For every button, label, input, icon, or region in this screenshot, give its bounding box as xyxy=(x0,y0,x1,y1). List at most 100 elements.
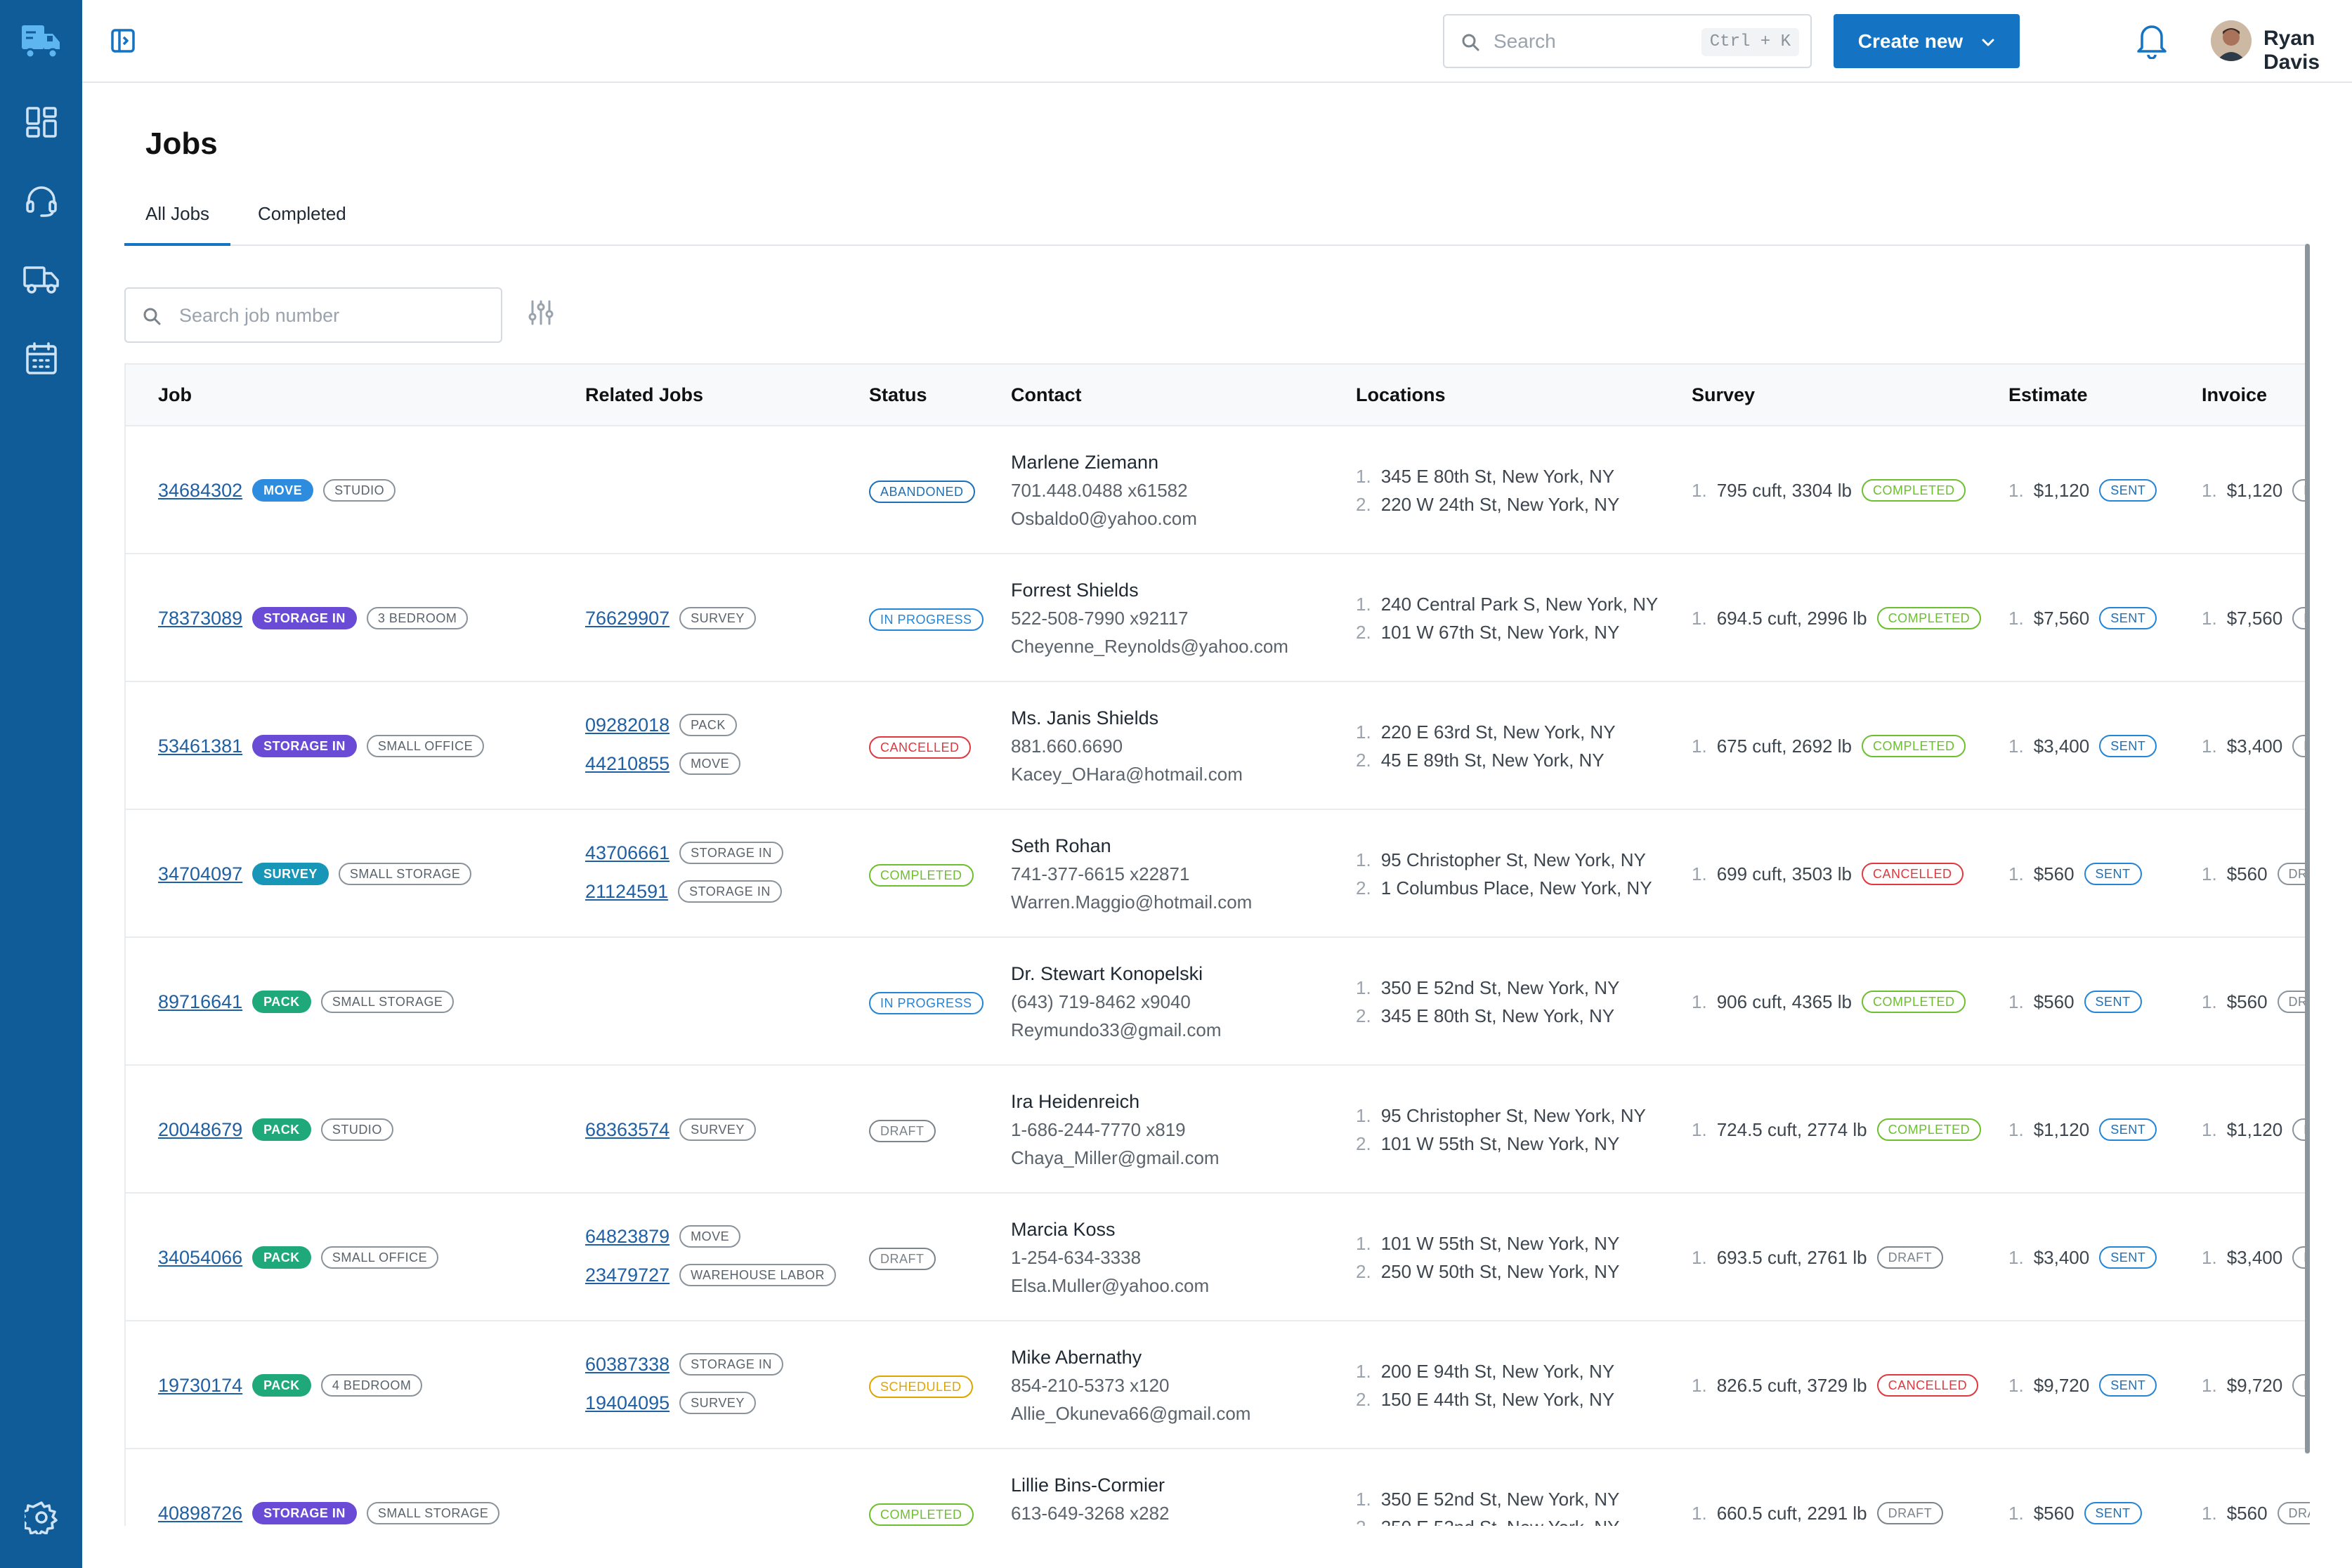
user-name[interactable]: Ryan Davis xyxy=(2263,27,2320,74)
location-address: 95 Christopher St, New York, NY xyxy=(1380,849,1646,870)
job-number-link[interactable]: 78373089 xyxy=(158,607,243,629)
invoice-cell: 1.$7,560 D xyxy=(2202,606,2310,631)
related-job-link[interactable]: 09282018 xyxy=(585,714,670,736)
related-job-link[interactable]: 64823879 xyxy=(585,1225,670,1247)
header-survey[interactable]: Survey xyxy=(1692,384,1756,405)
status-cell: SCHEDULED xyxy=(869,1374,973,1399)
related-job-link[interactable]: 44210855 xyxy=(585,752,670,774)
table-row[interactable]: 34054066 PACK SMALL OFFICE 64823879 MOVE… xyxy=(126,1194,2310,1321)
location-item: 2. 101 W 55th St, New York, NY xyxy=(1356,1133,1620,1154)
global-search-input[interactable] xyxy=(1494,27,1704,56)
survey-value: 694.5 cuft, 2996 lb xyxy=(1716,607,1867,629)
job-number-link[interactable]: 53461381 xyxy=(158,735,243,757)
locations-cell: 1. 220 E 63rd St, New York, NY 2. 45 E 89t… xyxy=(1356,718,1616,774)
job-number-link[interactable]: 40898726 xyxy=(158,1502,243,1524)
job-cell: 34054066 PACK SMALL OFFICE xyxy=(158,1245,439,1270)
invoice-value: $560 xyxy=(2226,863,2268,884)
location-address: 250 W 50th St, New York, NY xyxy=(1380,1261,1620,1282)
avatar[interactable] xyxy=(2211,20,2252,61)
table-row[interactable]: 34704097 SURVEY SMALL STORAGE 43706661 S… xyxy=(126,810,2310,938)
survey-status-badge: COMPLETED xyxy=(1876,1118,1982,1141)
job-cell: 40898726 STORAGE IN SMALL STORAGE xyxy=(158,1501,500,1526)
job-number-link[interactable]: 20048679 xyxy=(158,1118,243,1140)
location-item: 2. 150 E 44th St, New York, NY xyxy=(1356,1389,1615,1410)
related-job: 76629907 SURVEY xyxy=(585,606,756,631)
tab-all-jobs[interactable]: All Jobs xyxy=(124,202,231,246)
related-job-type-badge: SURVEY xyxy=(679,1392,756,1414)
status-badge: CANCELLED xyxy=(869,736,971,759)
related-job-link[interactable]: 76629907 xyxy=(585,607,670,629)
global-search[interactable]: Ctrl + K xyxy=(1443,14,1812,68)
create-new-button[interactable]: Create new xyxy=(1834,14,2020,68)
tab-completed[interactable]: Completed xyxy=(258,203,346,224)
dashboard-icon[interactable] xyxy=(0,100,82,145)
location-item: 1. 200 E 94th St, New York, NY xyxy=(1356,1361,1615,1382)
related-job-type-badge: SURVEY xyxy=(679,1118,756,1141)
related-job-type-badge: STORAGE IN xyxy=(679,1353,783,1376)
invoice-value: $1,120 xyxy=(2226,1118,2283,1140)
panel-toggle-icon[interactable] xyxy=(110,28,136,53)
table-row[interactable]: 53461381 STORAGE IN SMALL OFFICE 0928201… xyxy=(126,682,2310,810)
survey-status-badge: DRAFT xyxy=(1876,1246,1944,1269)
job-cell: 20048679 PACK STUDIO xyxy=(158,1117,393,1142)
table-row[interactable]: 89716641 PACK SMALL STORAGE IN PROGRESS … xyxy=(126,938,2310,1066)
header-status[interactable]: Status xyxy=(869,384,927,405)
truck-icon[interactable] xyxy=(0,257,82,302)
job-size-badge: SMALL STORAGE xyxy=(320,991,455,1013)
job-number-link[interactable]: 89716641 xyxy=(158,991,243,1012)
header-estimate[interactable]: Estimate xyxy=(2008,384,2088,405)
table-row[interactable]: 20048679 PACK STUDIO 68363574 SURVEY DRA… xyxy=(126,1066,2310,1194)
related-job-link[interactable]: 21124591 xyxy=(585,880,669,902)
status-badge: DRAFT xyxy=(869,1248,936,1270)
estimate-cell: 1. $560 SENT xyxy=(2008,861,2142,887)
header-related-jobs[interactable]: Related Jobs xyxy=(585,384,704,405)
headset-icon[interactable] xyxy=(0,178,82,223)
survey-value: 660.5 cuft, 2291 lb xyxy=(1716,1502,1867,1524)
estimate-status-badge: SENT xyxy=(2084,991,2142,1013)
table-row[interactable]: 40898726 STORAGE IN SMALL STORAGE COMPLE… xyxy=(126,1449,2310,1526)
related-job-link[interactable]: 43706661 xyxy=(585,842,670,863)
contact-phone: 613-649-3268 x282 xyxy=(1011,1503,1170,1524)
contact-email: Warren.Maggio@hotmail.com xyxy=(1011,891,1253,913)
filter-sliders-icon[interactable] xyxy=(527,299,555,330)
related-job-link[interactable]: 23479727 xyxy=(585,1264,670,1286)
notifications-bell-icon[interactable] xyxy=(2135,21,2169,63)
job-number-link[interactable]: 34704097 xyxy=(158,863,243,884)
survey-status-badge: COMPLETED xyxy=(1861,735,1966,757)
table-row[interactable]: 34684302 MOVE STUDIO ABANDONED Marlene Z… xyxy=(126,426,2310,554)
related-job-link[interactable]: 60387338 xyxy=(585,1353,670,1375)
invoice-value: $3,400 xyxy=(2226,1246,2283,1268)
table-row[interactable]: 19730174 PACK 4 BEDROOM 60387338 STORAGE… xyxy=(126,1321,2310,1449)
header-invoice[interactable]: Invoice xyxy=(2202,384,2268,405)
job-search[interactable] xyxy=(124,287,502,343)
invoice-value: $560 xyxy=(2226,1502,2268,1524)
create-new-label: Create new xyxy=(1857,30,1964,52)
calendar-icon[interactable] xyxy=(0,336,82,381)
invoice-cell: 1.$1,120 D xyxy=(2202,478,2310,503)
settings-icon[interactable] xyxy=(0,1495,82,1540)
survey-cell: 1. 699 cuft, 3503 lb CANCELLED xyxy=(1692,861,1964,887)
location-item: 2.350 E 52nd St, New York, NY xyxy=(1356,1513,1619,1526)
job-number-link[interactable]: 34684302 xyxy=(158,479,243,501)
job-size-badge: 3 BEDROOM xyxy=(366,607,469,629)
job-search-input[interactable] xyxy=(179,301,474,329)
invoice-cell: 1.$3,400 D xyxy=(2202,733,2310,759)
estimate-value: $1,120 xyxy=(2033,479,2090,501)
table-row[interactable]: 78373089 STORAGE IN 3 BEDROOM 76629907 S… xyxy=(126,554,2310,682)
truck-logo-icon[interactable] xyxy=(0,15,82,69)
job-number-link[interactable]: 19730174 xyxy=(158,1374,243,1396)
header-locations[interactable]: Locations xyxy=(1356,384,1446,405)
table-scrollbar-thumb[interactable] xyxy=(2305,244,2310,1453)
related-job: 19404095 SURVEY xyxy=(585,1390,756,1416)
related-job-link[interactable]: 19404095 xyxy=(585,1392,670,1413)
locations-cell: 1. 345 E 80th St, New York, NY 2. 220 W 24… xyxy=(1356,462,1619,518)
related-job-link[interactable]: 68363574 xyxy=(585,1118,670,1140)
job-number-link[interactable]: 34054066 xyxy=(158,1246,243,1268)
contact-phone: 741-377-6615 x22871 xyxy=(1011,863,1190,884)
location-address: 95 Christopher St, New York, NY xyxy=(1380,1105,1646,1126)
status-cell: IN PROGRESS xyxy=(869,991,984,1016)
estimate-status-badge: SENT xyxy=(2099,607,2157,629)
header-contact[interactable]: Contact xyxy=(1011,384,1082,405)
header-job[interactable]: Job xyxy=(158,384,192,405)
job-size-badge: SMALL OFFICE xyxy=(320,1246,439,1269)
